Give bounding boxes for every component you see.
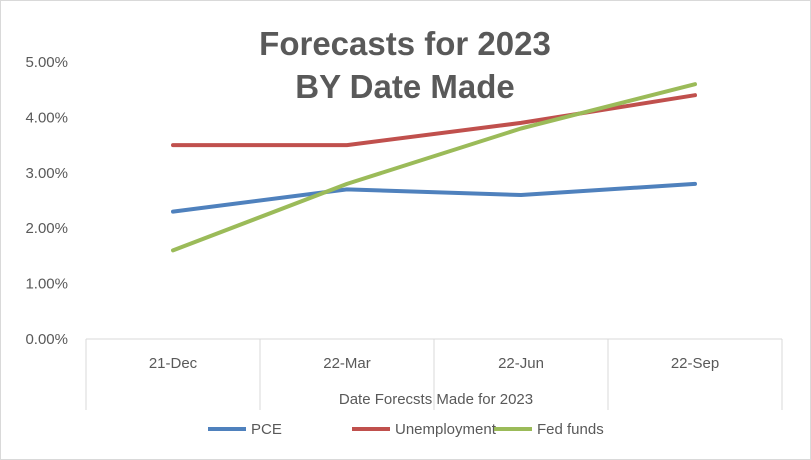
legend-label: PCE: [251, 421, 282, 438]
x-tick-label: 22-Sep: [671, 355, 719, 372]
x-tick-label: 21-Dec: [149, 355, 198, 372]
y-tick-label: 5.00%: [25, 54, 68, 71]
y-tick-label: 0.00%: [25, 331, 68, 348]
y-tick-label: 1.00%: [25, 276, 68, 293]
y-tick-labels: 0.00% 1.00% 2.00% 3.00% 4.00% 5.00%: [25, 54, 68, 348]
legend: PCE Unemployment Fed funds: [208, 421, 604, 438]
x-axis-label: Date Forecsts Made for 2023: [339, 391, 533, 408]
y-tick-label: 3.00%: [25, 165, 68, 182]
chart-subtitle: BY Date Made: [295, 68, 514, 105]
chart-title: Forecasts for 2023: [259, 25, 551, 62]
series-line-pce: [171, 181, 697, 214]
series-line-unemployment: [171, 93, 697, 148]
y-tick-label: 4.00%: [25, 109, 68, 126]
x-tick-label: 22-Jun: [498, 355, 544, 372]
y-tick-label: 2.00%: [25, 220, 68, 237]
axes: [85, 338, 783, 410]
x-tick-label: 22-Mar: [323, 355, 371, 372]
legend-label: Fed funds: [537, 421, 604, 438]
x-tick-labels: 21-Dec 22-Mar 22-Jun 22-Sep: [149, 355, 719, 372]
series-line-fed-funds: [171, 82, 697, 253]
legend-label: Unemployment: [395, 421, 497, 438]
series-lines: [171, 82, 697, 253]
